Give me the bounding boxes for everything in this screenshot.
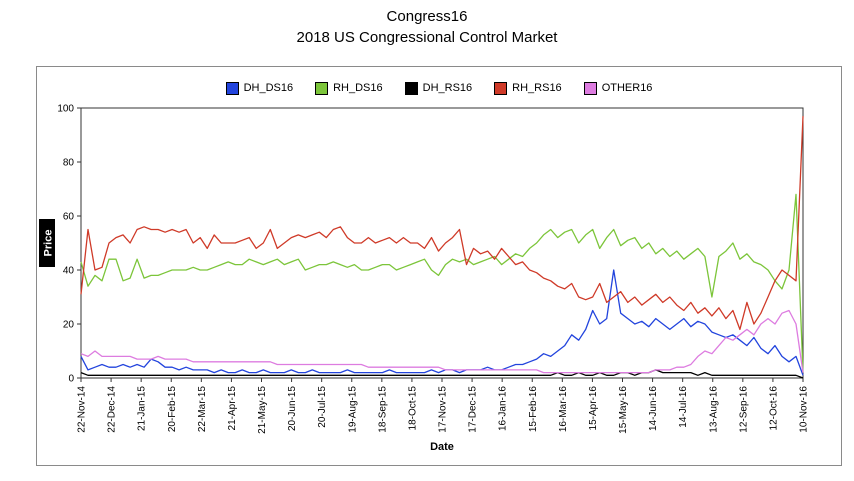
x-tick-label: 19-Aug-15 (347, 386, 358, 433)
x-tick-label: 12-Oct-16 (768, 386, 779, 431)
plot-area (80, 107, 804, 379)
x-tick-label: 21-Jan-15 (137, 386, 148, 431)
legend-item-DH_DS16: DH_DS16 (225, 81, 294, 95)
series-line-DH_DS16 (80, 269, 804, 376)
price-chart-plot: 0 20 40 60 80 100 22-Nov-14 22-Dec-14 21-Jan-15 2… (39, 104, 810, 453)
x-tick-label: 20-Jul-15 (317, 386, 328, 428)
legend: DH_DS16 RH_DS16 DH_RS16 RH_RS16 OTHER16 (37, 78, 841, 98)
y-axis-label: Price (39, 219, 55, 267)
y-tick-label: 80 (63, 158, 75, 169)
x-tick-label: 17-Nov-15 (438, 386, 449, 433)
y-tick-label: 0 (68, 374, 74, 385)
chart-panel: DH_DS16 RH_DS16 DH_RS16 RH_RS16 OTHER16 0 20 4… (36, 66, 842, 466)
x-tick-label: 22-Dec-14 (107, 386, 118, 433)
legend-label: RH_DS16 (333, 82, 383, 94)
chart-header: Congress16 2018 US Congressional Control… (0, 6, 854, 48)
legend-swatch-OTHER16 (583, 81, 597, 95)
legend-label: RH_RS16 (512, 82, 562, 94)
legend-item-OTHER16: OTHER16 (583, 81, 653, 95)
chart-title: Congress16 (386, 8, 468, 25)
y-tick-label: 20 (63, 320, 75, 331)
y-axis-label-background (39, 219, 55, 267)
series-line-DH_RS16 (80, 369, 804, 379)
x-tick-label: 22-Nov-14 (77, 386, 88, 433)
y-tick-label: 100 (57, 104, 74, 115)
x-tick-label: 15-May-16 (618, 386, 629, 434)
legend-label: DH_RS16 (422, 82, 473, 94)
legend-item-DH_RS16: DH_RS16 (404, 81, 473, 95)
x-tick-label: 21-Apr-15 (227, 386, 238, 431)
x-tick-label: 21-May-15 (257, 386, 268, 434)
x-tick-label: 20-Jun-15 (287, 386, 298, 431)
legend-swatch-DH_DS16 (225, 81, 239, 95)
legend-swatch-DH_RS16 (404, 81, 418, 95)
x-axis-label: Date (430, 441, 454, 453)
x-tick-label: 14-Jun-16 (648, 386, 659, 431)
legend-swatch-RH_RS16 (494, 81, 508, 95)
x-tick-label: 14-Jul-16 (678, 386, 689, 428)
legend-item-RH_RS16: RH_RS16 (494, 81, 562, 95)
y-tick-label: 40 (63, 266, 75, 277)
x-tick-label: 20-Feb-15 (167, 386, 178, 433)
x-tick-label: 17-Dec-15 (468, 386, 479, 433)
series-line-RH_RS16 (80, 116, 804, 331)
x-tick-label: 18-Oct-15 (407, 386, 418, 431)
legend-label: OTHER16 (601, 82, 653, 94)
series-line-OTHER16 (80, 309, 804, 374)
x-tick-label: 15-Feb-16 (528, 386, 539, 433)
x-tick-label: 16-Mar-16 (558, 386, 569, 433)
legend-swatch-RH_DS16 (315, 81, 329, 95)
chart-subtitle: 2018 US Congressional Control Market (296, 29, 558, 46)
y-axis-label-text: Price (43, 230, 55, 257)
series-line-RH_DS16 (80, 193, 804, 373)
legend-item-RH_DS16: RH_DS16 (315, 81, 383, 95)
x-tick-label: 22-Mar-15 (197, 386, 208, 433)
x-tick-label: 16-Jan-16 (498, 386, 509, 431)
x-tick-label: 12-Sep-16 (738, 386, 749, 433)
legend-label: DH_DS16 (243, 82, 294, 94)
x-tick-label: 10-Nov-16 (799, 386, 810, 433)
x-tick-label: 18-Sep-15 (377, 386, 388, 433)
x-tick-label: 15-Apr-16 (588, 386, 599, 431)
x-tick-label: 13-Aug-16 (708, 386, 719, 433)
y-tick-label: 60 (63, 212, 75, 223)
